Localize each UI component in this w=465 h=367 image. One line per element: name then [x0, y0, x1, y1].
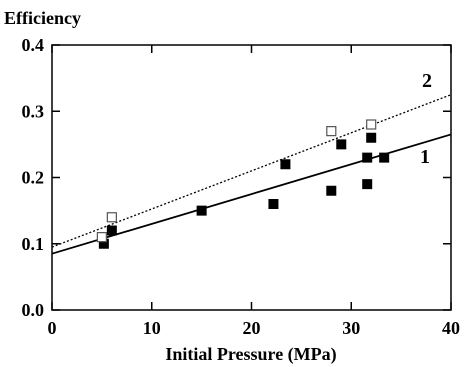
- series-label-2: 2: [422, 70, 432, 92]
- y-tick-label: 0.0: [22, 300, 45, 320]
- y-tick-label: 0.3: [22, 101, 45, 121]
- plot-area: [51, 44, 452, 311]
- y-axis-title: Efficiency: [4, 8, 81, 28]
- x-tick-label: 0: [48, 318, 57, 338]
- x-axis-title: Initial Pressure (MPa): [165, 344, 336, 365]
- fit-line-series-1: [51, 133, 452, 255]
- data-point-series-1: [362, 179, 373, 190]
- data-markers: [96, 119, 390, 249]
- axis-ticks: 0 10 20 30 40 0.0 0.1 0.2 0.3 0.4: [22, 35, 461, 338]
- data-point-series-1: [362, 152, 373, 163]
- x-tick-label: 20: [243, 318, 261, 338]
- data-point-series-1: [326, 185, 337, 196]
- y-tick-label: 0.1: [22, 234, 45, 254]
- y-tick-label: 0.2: [22, 168, 45, 188]
- x-tick-label: 40: [442, 318, 460, 338]
- series-label-1: 1: [420, 146, 430, 168]
- x-tick-label: 30: [342, 318, 360, 338]
- data-point-series-2: [106, 212, 117, 223]
- data-point-series-1: [106, 225, 117, 236]
- y-tick-label: 0.4: [22, 35, 45, 55]
- data-point-series-1: [280, 159, 291, 170]
- data-point-series-2: [96, 232, 107, 243]
- data-point-series-1: [366, 132, 377, 143]
- data-point-series-1: [336, 139, 347, 150]
- fit-line-series-2: [51, 94, 452, 248]
- data-point-series-2: [326, 126, 337, 137]
- data-point-series-1: [196, 205, 207, 216]
- data-point-series-2: [366, 119, 377, 130]
- data-point-series-1: [268, 199, 279, 209]
- data-point-series-1: [379, 152, 390, 163]
- x-tick-label: 10: [143, 318, 161, 338]
